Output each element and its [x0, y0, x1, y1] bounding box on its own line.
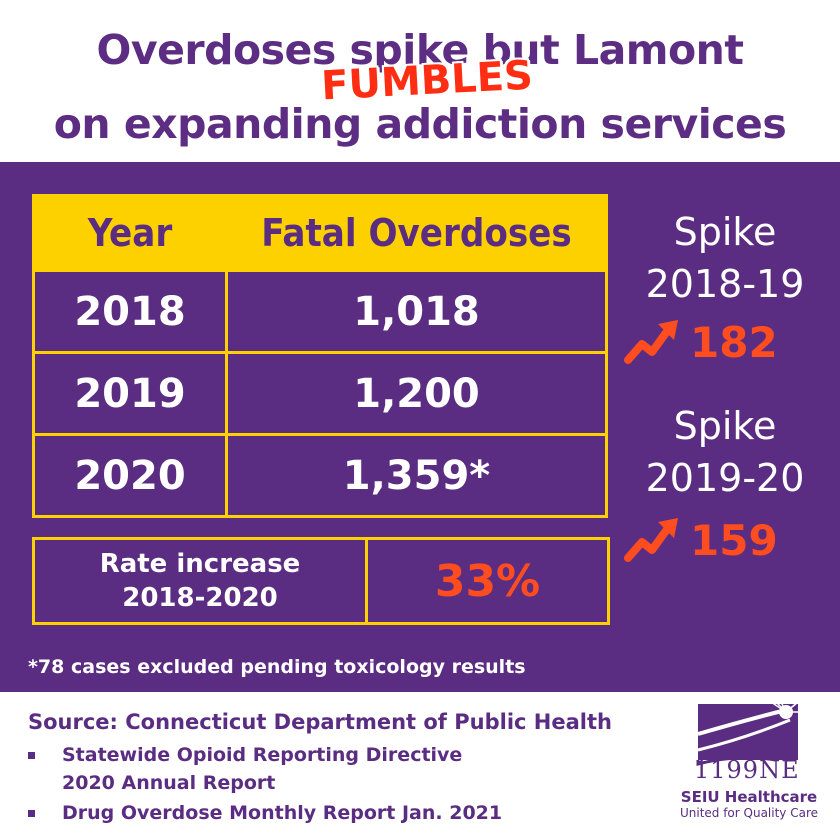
bullet-icon [28, 810, 35, 817]
table-row: 2019 1,200 [32, 351, 608, 436]
source-item-line-2: 2020 Annual Report [62, 772, 276, 794]
spike-value-2019-20: 159 [622, 514, 778, 566]
headline-line-1: Overdoses spike but Lamont [96, 26, 744, 74]
logo-brand: SEIU Healthcare [680, 788, 818, 806]
rate-label-line-2: 2018-2020 [122, 583, 278, 613]
logo-tagline: United for Quality Care [679, 806, 819, 820]
spike-label-line-1: Spike [673, 210, 777, 254]
bullet-icon [28, 752, 35, 759]
source-title: Source: Connecticut Department of Public… [28, 710, 612, 734]
spike-value: 182 [690, 317, 778, 367]
rate-label-line-1: Rate increase [99, 549, 301, 579]
source-item-line-1: Drug Overdose Monthly Report Jan. 2021 [62, 802, 503, 824]
spike-label-2018-19: Spike 2018-19 [620, 206, 830, 310]
logo-number: 1199NE [694, 756, 800, 784]
seiu-1199ne-logo: 1199NE SEIU Healthcare United for Qualit… [676, 699, 822, 830]
rate-increase-value: 33% [434, 555, 541, 607]
rate-increase-label: Rate increase 2018-2020 [35, 540, 368, 622]
spike-label-line-1: Spike [673, 404, 777, 448]
overdose-table: Year Fatal Overdoses 2018 1,018 2019 1,2… [32, 194, 608, 518]
seiu-logo-mark-icon [696, 699, 799, 766]
column-header-deaths: Fatal Overdoses [225, 194, 608, 272]
year-cell: 2019 [32, 351, 228, 436]
spike-label-line-2: 2018-19 [645, 262, 805, 306]
column-header-year: Year [32, 194, 228, 272]
deaths-cell: 1,018 [225, 269, 608, 354]
toxicology-footnote: *78 cases excluded pending toxicology re… [28, 656, 526, 678]
table-row: 2020 1,359* [32, 433, 608, 518]
table-row: 2018 1,018 [32, 269, 608, 354]
year-cell: 2018 [32, 269, 228, 354]
spike-label-line-2: 2019-20 [645, 456, 805, 500]
spike-value-2018-19: 182 [622, 316, 778, 368]
trend-up-arrow-icon [624, 320, 678, 364]
headline-line-2: on expanding addiction services [53, 100, 787, 148]
spike-label-2019-20: Spike 2019-20 [620, 400, 830, 504]
rate-increase-box: Rate increase 2018-2020 33% [32, 537, 610, 625]
trend-up-arrow-icon [624, 518, 678, 562]
year-cell: 2020 [32, 433, 228, 518]
source-item-line-1: Statewide Opioid Reporting Directive [62, 744, 463, 766]
table-header-row: Year Fatal Overdoses [32, 194, 608, 272]
deaths-cell: 1,359* [225, 433, 608, 518]
deaths-cell: 1,200 [225, 351, 608, 436]
source-item: Statewide Opioid Reporting Directive 202… [28, 742, 668, 794]
source-item: Drug Overdose Monthly Report Jan. 2021 [28, 800, 668, 826]
spike-value: 159 [690, 515, 778, 565]
